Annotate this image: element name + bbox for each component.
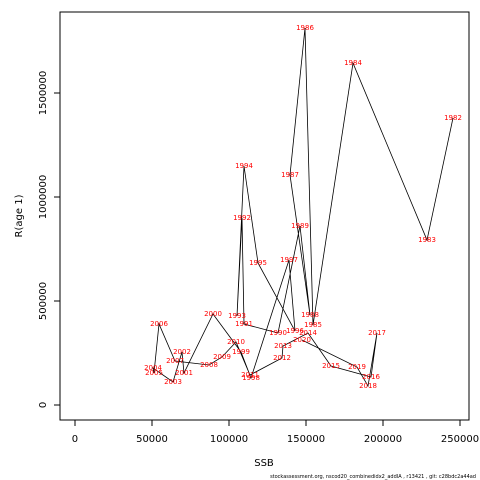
year-label: 2017 — [368, 329, 386, 337]
year-label: 2010 — [227, 338, 245, 346]
year-label: 2005 — [145, 369, 163, 377]
trajectory-line — [152, 27, 454, 388]
x-axis-label: SSB — [254, 458, 274, 469]
year-label: 2009 — [213, 353, 231, 361]
y-axis-label: R(age 1) — [14, 194, 25, 237]
footer: stockassessment.org, nscod20_combinedidx… — [270, 474, 476, 480]
y-tick-label: 0 — [38, 402, 49, 408]
year-label: 1988 — [301, 311, 319, 319]
x-tick-label: 50000 — [136, 434, 168, 445]
year-label: 2018 — [359, 382, 377, 390]
x-tick-label: 250000 — [441, 434, 479, 445]
year-label: 1982 — [444, 114, 462, 122]
y-tick-label: 500000 — [38, 282, 49, 320]
year-label: 1987 — [281, 171, 299, 179]
year-label: 2011 — [241, 371, 259, 379]
year-label: 1984 — [344, 59, 362, 67]
x-tick-label: 200000 — [364, 434, 402, 445]
year-label: 2013 — [274, 342, 292, 350]
year-label: 2002 — [173, 348, 191, 356]
year-label: 2004 — [144, 364, 162, 372]
year-label: 1995 — [249, 259, 267, 267]
year-label: 2001 — [175, 369, 193, 377]
year-label: 1990 — [269, 329, 287, 337]
year-label: 2000 — [204, 310, 222, 318]
plot-frame — [59, 11, 470, 421]
year-label: 1989 — [291, 222, 309, 230]
year-label: 2016 — [362, 373, 380, 381]
year-label: 1999 — [232, 348, 250, 356]
year-label: 1992 — [233, 214, 251, 222]
year-label: 1996 — [286, 327, 304, 335]
year-label: 2020 — [293, 336, 311, 344]
year-label: 2014 — [299, 329, 317, 337]
year-label: 1998 — [242, 374, 260, 382]
year-label: 1986 — [296, 24, 314, 32]
year-label: 2019 — [348, 363, 366, 371]
year-label: 2007 — [166, 357, 184, 365]
year-label: 2012 — [273, 354, 291, 362]
year-label: 2006 — [150, 320, 168, 328]
year-label: 2003 — [164, 378, 182, 386]
year-label: 1993 — [228, 312, 246, 320]
x-tick-label: 150000 — [287, 434, 325, 445]
year-label: 2008 — [200, 361, 218, 369]
year-label: 1983 — [418, 236, 436, 244]
y-tick-label: 1500000 — [38, 71, 49, 116]
year-label: 2015 — [322, 362, 340, 370]
year-label: 1997 — [280, 256, 298, 264]
y-tick-label: 1000000 — [38, 175, 49, 220]
year-label: 1991 — [235, 320, 253, 328]
year-label: 1994 — [235, 162, 253, 170]
x-tick-label: 0 — [72, 434, 78, 445]
x-tick-label: 100000 — [210, 434, 248, 445]
year-label: 1985 — [304, 321, 322, 329]
